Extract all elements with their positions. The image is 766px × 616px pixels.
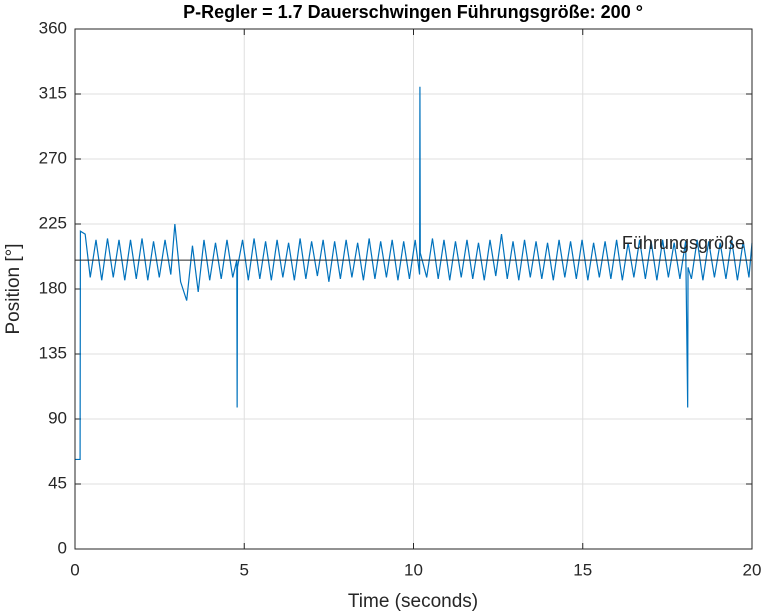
x-tick-label: 5 [240, 560, 249, 579]
y-tick-label: 270 [39, 148, 67, 167]
y-tick-label: 180 [39, 278, 67, 297]
x-tick-label: 15 [573, 560, 592, 579]
axes-box [74, 28, 753, 550]
y-tick-label: 225 [39, 213, 67, 232]
x-tick-label: 10 [404, 560, 423, 579]
reference-label: Führungsgröße [622, 233, 745, 253]
data-line [75, 86, 753, 461]
y-tick-label: 135 [39, 343, 67, 362]
x-axis-label: Time (seconds) [348, 591, 478, 612]
y-tick-label: 315 [39, 83, 67, 102]
y-tick-label: 360 [39, 18, 67, 37]
y-tick-label: 45 [48, 473, 67, 492]
x-tick-label: 0 [70, 560, 79, 579]
chart-title: P-Regler = 1.7 Dauerschwingen Führungsgr… [183, 2, 643, 22]
y-tick-label: 0 [58, 538, 67, 557]
y-tick-label: 90 [48, 408, 67, 427]
x-tick-label: 20 [743, 560, 762, 579]
y-axis-label: Position [°] [3, 243, 24, 334]
